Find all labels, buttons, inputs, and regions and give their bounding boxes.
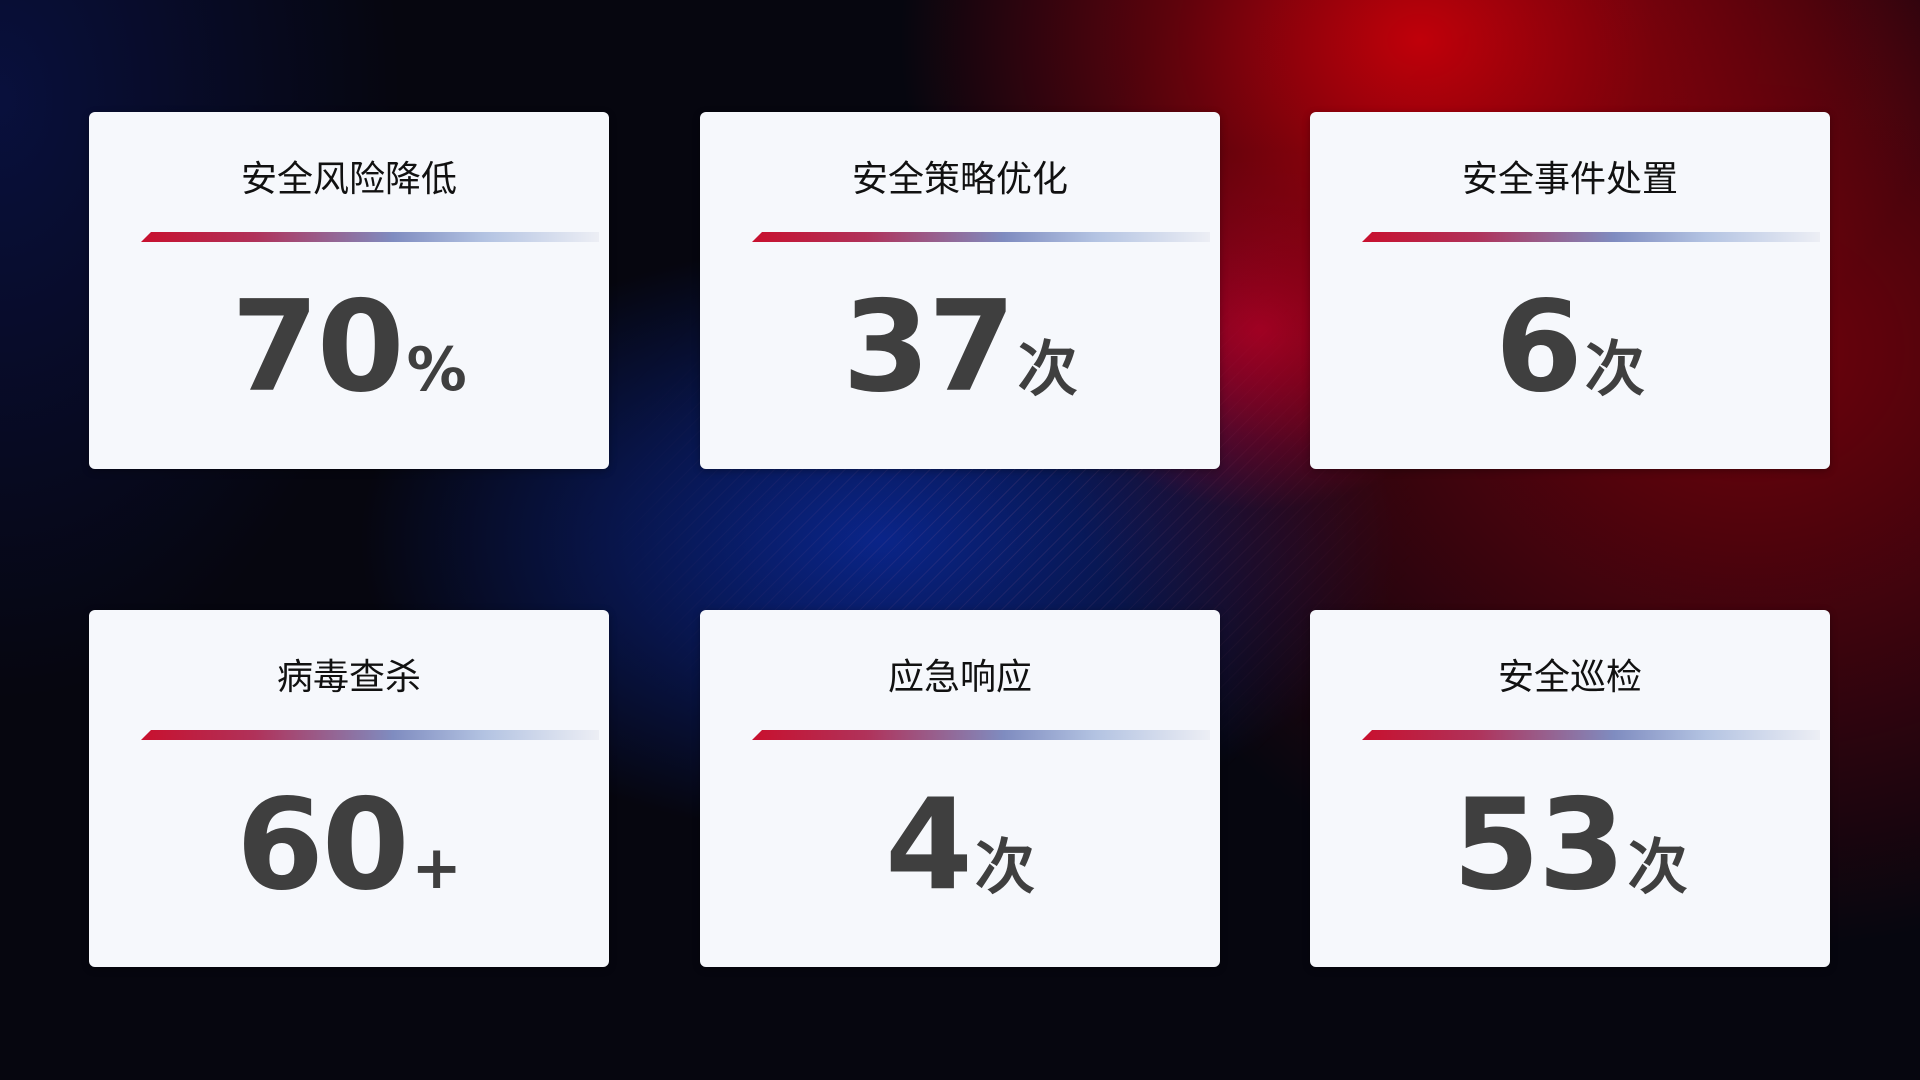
card-title: 安全策略优化 — [851, 159, 1068, 200]
card-title: 病毒查杀 — [276, 657, 421, 698]
stat-card-risk-reduction: 安全风险降低 70% — [89, 112, 609, 469]
stat-card-incident-handling: 安全事件处置 6次 — [1310, 112, 1830, 469]
card-value: 60+ — [89, 770, 609, 920]
gradient-divider — [1362, 730, 1820, 740]
stat-card-security-inspection: 安全巡检 53次 — [1310, 610, 1830, 967]
card-value: 37次 — [700, 272, 1220, 422]
value-unit: 次 — [1584, 335, 1645, 405]
card-title: 应急响应 — [887, 657, 1032, 698]
stat-card-virus-removal: 病毒查杀 60+ — [89, 610, 609, 967]
value-unit: % — [406, 335, 467, 405]
card-title: 安全事件处置 — [1461, 159, 1678, 200]
card-value: 53次 — [1310, 770, 1830, 920]
card-value: 4次 — [700, 770, 1220, 920]
stat-card-policy-optimization: 安全策略优化 37次 — [700, 112, 1220, 469]
gradient-divider — [141, 232, 599, 242]
gradient-divider — [752, 232, 1210, 242]
value-unit: 次 — [1017, 335, 1078, 405]
value-number: 4 — [885, 771, 973, 918]
card-title: 安全风险降低 — [240, 159, 457, 200]
card-value: 6次 — [1310, 272, 1830, 422]
value-number: 70 — [231, 273, 404, 420]
value-number: 60 — [236, 771, 409, 918]
value-number: 53 — [1452, 771, 1625, 918]
value-unit: 次 — [1627, 833, 1688, 903]
value-unit: 次 — [974, 833, 1035, 903]
value-number: 6 — [1495, 273, 1583, 420]
gradient-divider — [752, 730, 1210, 740]
stat-card-emergency-response: 应急响应 4次 — [700, 610, 1220, 967]
value-unit: + — [411, 833, 462, 903]
gradient-divider — [1362, 232, 1820, 242]
card-value: 70% — [89, 272, 609, 422]
card-title: 安全巡检 — [1497, 657, 1642, 698]
gradient-divider — [141, 730, 599, 740]
value-number: 37 — [842, 273, 1015, 420]
